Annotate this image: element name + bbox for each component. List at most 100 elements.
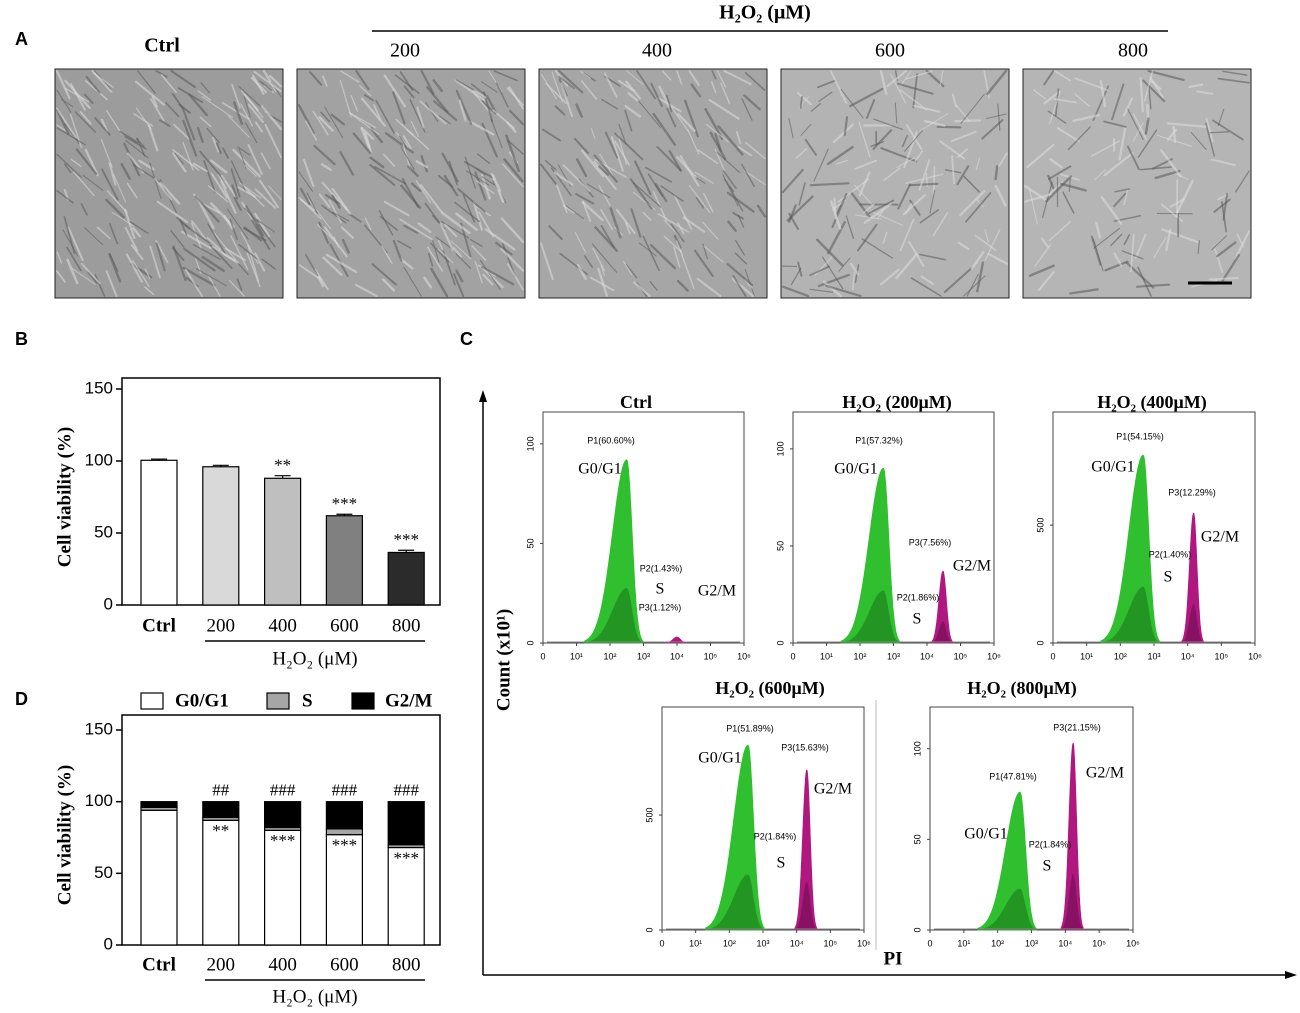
cell-texture <box>410 182 422 193</box>
gate-label: P2(1.43%) <box>640 563 683 573</box>
cell-texture <box>174 152 184 165</box>
cell-texture <box>1172 126 1177 144</box>
cell-texture <box>315 271 329 291</box>
x-tick-label: 200 <box>207 615 236 636</box>
cell-texture <box>1208 277 1239 281</box>
x-tick-label: Ctrl <box>142 954 176 975</box>
cell-texture <box>360 126 375 140</box>
cell-texture <box>80 202 88 216</box>
x-tick-label: 0 <box>927 938 932 948</box>
cell-texture <box>540 163 558 186</box>
cell-texture <box>614 132 644 161</box>
cell-texture <box>800 123 812 136</box>
y-tick-label: 0 <box>525 640 535 645</box>
cell-texture <box>647 173 664 197</box>
cell-texture <box>420 69 435 95</box>
cell-texture <box>399 218 434 241</box>
cell-texture <box>720 82 731 105</box>
cell-texture <box>233 196 242 211</box>
y-tick-label: 50 <box>94 522 113 541</box>
legend-label: G2/M <box>385 690 433 711</box>
x-tick-label: 0 <box>659 938 664 948</box>
cell-texture <box>1188 83 1204 89</box>
cell-texture <box>403 85 415 99</box>
cell-texture <box>475 180 495 195</box>
cell-texture <box>322 75 328 87</box>
y-tick-label: 500 <box>644 808 654 823</box>
cell-texture <box>676 70 683 85</box>
significance: *** <box>393 530 419 549</box>
phase-label: G2/M <box>953 558 991 575</box>
cell-texture <box>919 253 946 261</box>
cell-texture <box>586 183 611 199</box>
cell-texture <box>159 119 171 127</box>
cell-texture <box>904 203 913 215</box>
cell-texture <box>974 234 997 251</box>
panel-label: A <box>15 29 28 49</box>
cell-texture <box>894 102 898 124</box>
legend-label: G0/G1 <box>175 690 229 711</box>
cell-texture <box>200 82 210 94</box>
cell-texture <box>126 182 138 199</box>
cell-texture <box>56 89 72 113</box>
cell-texture <box>1045 175 1073 203</box>
cell-texture <box>951 155 955 184</box>
cell-texture <box>430 267 449 298</box>
cell-texture <box>172 149 200 171</box>
cell-texture <box>1234 230 1251 260</box>
cell-texture <box>1137 129 1158 158</box>
cell-texture <box>56 153 82 178</box>
cell-texture <box>932 165 936 195</box>
arrowhead <box>1285 971 1297 979</box>
cell-texture <box>340 70 360 83</box>
cell-texture <box>503 158 524 183</box>
cell-texture <box>627 92 639 102</box>
cell-texture <box>856 223 878 252</box>
x-tick-label: 10⁶ <box>1248 651 1262 661</box>
cell-texture <box>786 195 814 222</box>
cell-texture <box>886 70 907 88</box>
cell-texture <box>670 106 689 132</box>
cell-texture <box>135 138 145 148</box>
cell-texture <box>610 136 624 172</box>
cell-texture <box>809 288 834 293</box>
cell-texture <box>230 160 247 192</box>
cell-texture <box>905 70 934 80</box>
phase-label: G2/M <box>1086 765 1124 782</box>
cell-texture <box>197 127 204 144</box>
cell-texture <box>880 268 900 286</box>
cell-texture <box>259 80 273 92</box>
x-tick-label: 10² <box>991 938 1004 948</box>
bar-segment <box>325 801 363 830</box>
bar <box>387 551 425 606</box>
significance: ## <box>212 781 230 800</box>
cell-texture <box>722 169 737 189</box>
cell-texture <box>618 123 627 145</box>
bar-segment <box>387 801 425 846</box>
significance: ### <box>270 781 296 800</box>
cell-texture <box>440 211 471 235</box>
cell-texture <box>986 113 1007 119</box>
cell-texture <box>581 149 605 178</box>
cell-texture <box>399 258 414 270</box>
cell-texture <box>853 184 874 207</box>
cell-texture <box>243 95 251 118</box>
cell-texture <box>639 242 657 257</box>
cell-texture <box>1139 76 1144 113</box>
cell-texture <box>830 200 842 230</box>
cell-texture <box>254 212 271 238</box>
cell-texture <box>199 116 212 128</box>
cell-texture <box>558 69 584 94</box>
cell-texture <box>936 125 962 129</box>
x-tick-label: 600 <box>330 954 359 975</box>
x-tick-label: 400 <box>268 615 297 636</box>
cell-texture <box>501 163 524 188</box>
cell-texture <box>1235 170 1250 193</box>
cell-texture <box>123 208 136 240</box>
cell-texture <box>575 193 595 205</box>
cell-texture <box>918 159 931 191</box>
bar <box>264 477 302 606</box>
cell-texture <box>735 130 742 145</box>
cell-texture <box>70 267 96 285</box>
cell-texture <box>562 164 591 192</box>
